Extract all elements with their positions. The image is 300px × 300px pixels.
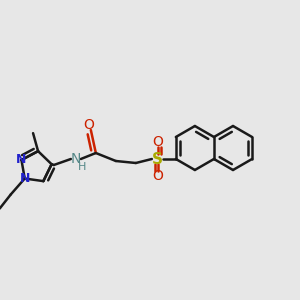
- Text: N: N: [20, 172, 30, 185]
- Text: S: S: [152, 152, 163, 166]
- Text: O: O: [152, 135, 163, 149]
- Text: H: H: [78, 162, 86, 172]
- Text: N: N: [16, 154, 27, 166]
- Text: O: O: [152, 169, 163, 183]
- Text: O: O: [83, 118, 94, 132]
- Text: N: N: [71, 152, 81, 166]
